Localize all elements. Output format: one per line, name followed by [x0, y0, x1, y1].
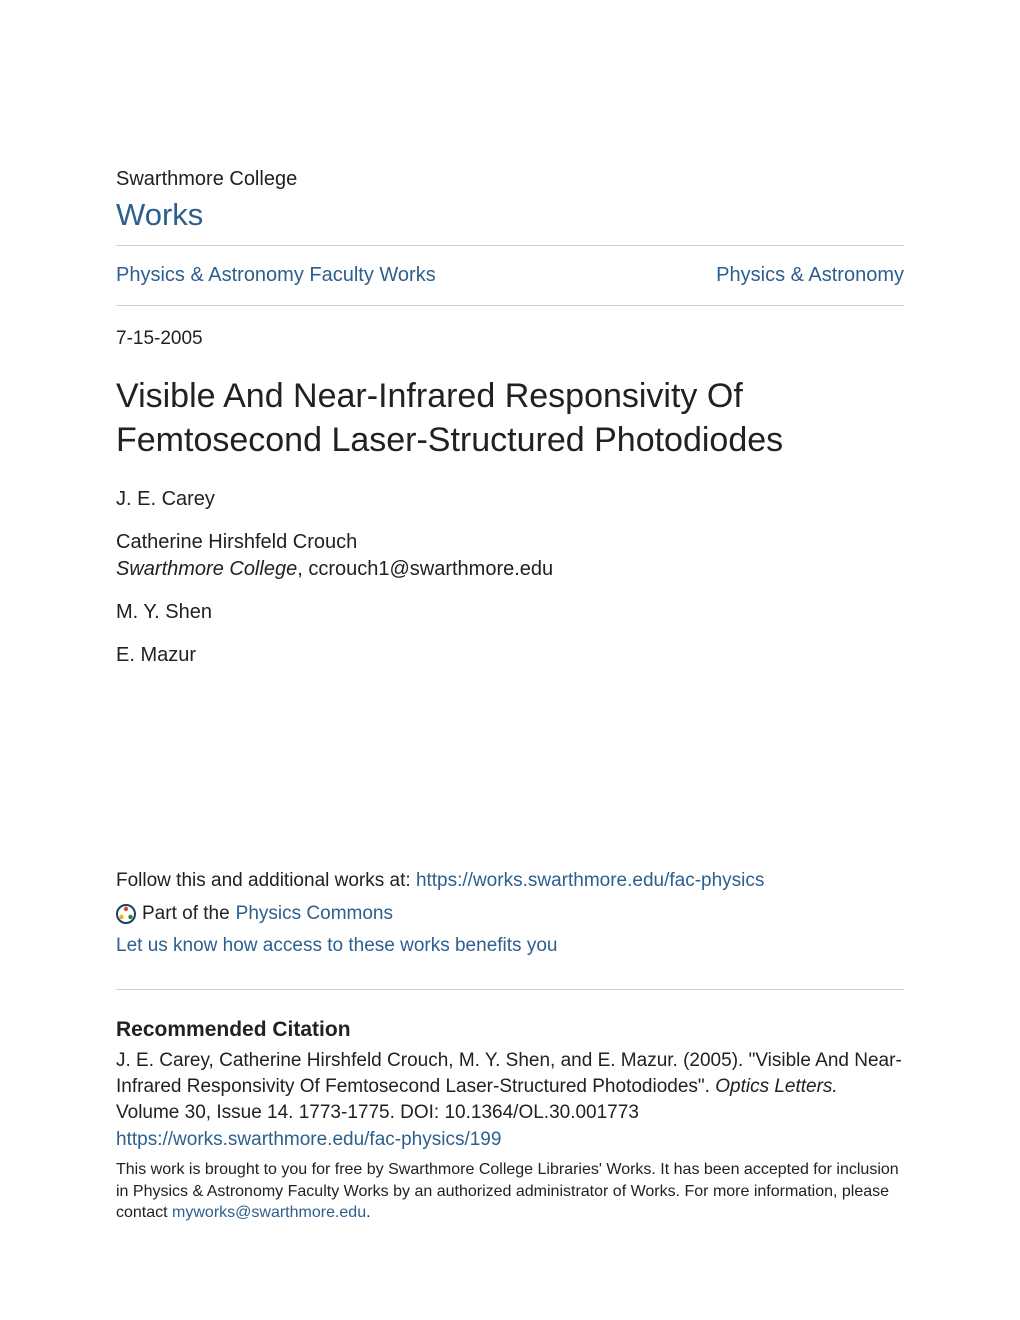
footer-note: This work is brought to you for free by …	[116, 1159, 904, 1224]
publication-date: 7-15-2005	[116, 306, 904, 374]
author-affiliation: Swarthmore College, ccrouch1@swarthmore.…	[116, 556, 904, 583]
part-of-line: Part of the Physics Commons	[116, 900, 904, 929]
institution-name: Swarthmore College	[116, 168, 904, 191]
author-block: J. E. Carey	[116, 486, 904, 513]
author-name: M. Y. Shen	[116, 599, 904, 626]
divider	[116, 989, 904, 990]
citation-journal: Optics Letters.	[715, 1076, 838, 1097]
author-block: E. Mazur	[116, 642, 904, 669]
author-block: Catherine Hirshfeld Crouch Swarthmore Co…	[116, 529, 904, 583]
follow-url-link[interactable]: https://works.swarthmore.edu/fac-physics	[416, 870, 764, 891]
author-name: Catherine Hirshfeld Crouch	[116, 529, 904, 556]
department-link[interactable]: Physics & Astronomy	[716, 264, 904, 287]
benefits-link[interactable]: Let us know how access to these works be…	[116, 932, 904, 961]
contact-email-link[interactable]: myworks@swarthmore.edu	[172, 1204, 366, 1221]
recommended-citation-heading: Recommended Citation	[116, 1018, 904, 1042]
follow-line: Follow this and additional works at: htt…	[116, 867, 904, 896]
author-block: M. Y. Shen	[116, 599, 904, 626]
recommended-citation-body: J. E. Carey, Catherine Hirshfeld Crouch,…	[116, 1048, 904, 1127]
article-title: Visible And Near-Infrared Responsivity O…	[116, 374, 904, 462]
breadcrumb-nav: Physics & Astronomy Faculty Works Physic…	[116, 246, 904, 305]
author-name: J. E. Carey	[116, 486, 904, 513]
citation-text-post: Volume 30, Issue 14. 1773-1775. DOI: 10.…	[116, 1102, 639, 1123]
physics-commons-link[interactable]: Physics Commons	[236, 900, 393, 929]
author-email: , ccrouch1@swarthmore.edu	[297, 558, 553, 580]
follow-section: Follow this and additional works at: htt…	[116, 867, 904, 961]
network-icon	[116, 904, 136, 924]
page: Swarthmore College Works Physics & Astro…	[0, 0, 1020, 1320]
works-repository-link[interactable]: Works	[116, 197, 904, 233]
footer-tail: .	[366, 1204, 370, 1221]
follow-lead-text: Follow this and additional works at:	[116, 870, 416, 891]
author-institution: Swarthmore College	[116, 558, 297, 580]
citation-permalink[interactable]: https://works.swarthmore.edu/fac-physics…	[116, 1127, 904, 1153]
collection-link[interactable]: Physics & Astronomy Faculty Works	[116, 264, 436, 287]
author-name: E. Mazur	[116, 642, 904, 669]
part-of-lead-text: Part of the	[142, 900, 230, 929]
